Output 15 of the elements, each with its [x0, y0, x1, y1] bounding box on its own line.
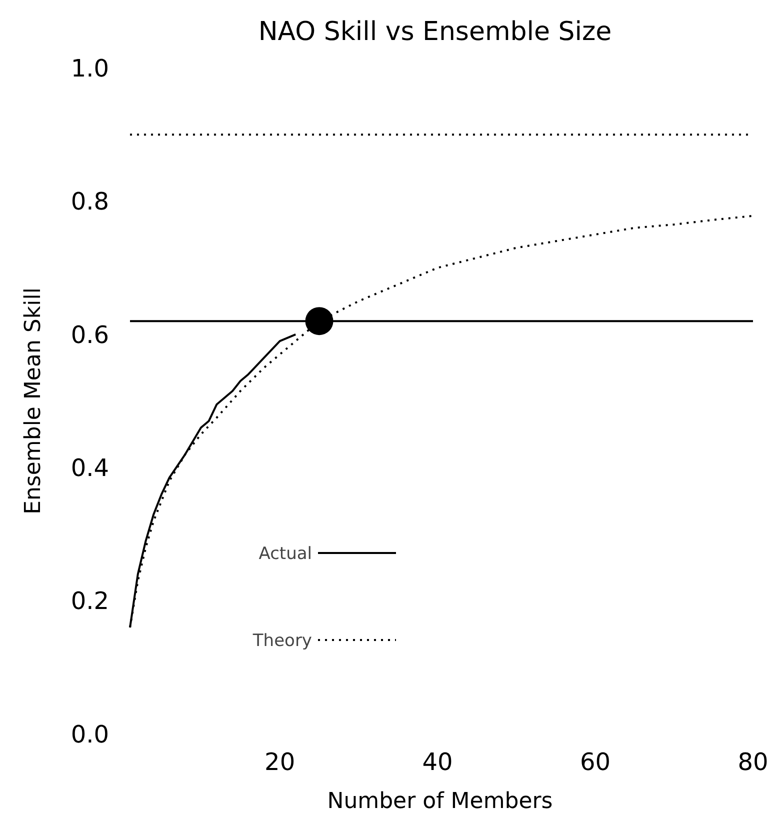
- legend-label: Actual: [258, 544, 312, 564]
- y-tick-label: 0.4: [70, 454, 110, 482]
- x-tick-label: 60: [580, 748, 611, 776]
- x-axis-title: Number of Members: [327, 789, 553, 814]
- y-tick-label: 0.8: [70, 188, 110, 216]
- y-tick-label: 0.2: [70, 587, 110, 616]
- y-tick-label: 0.6: [70, 320, 110, 349]
- x-tick-label: 20: [264, 748, 296, 776]
- y-axis-title: Ensemble Mean Skill: [21, 288, 46, 514]
- chart-title: NAO Skill vs Ensemble Size: [258, 17, 612, 47]
- y-tick-label: 1.0: [70, 54, 110, 82]
- legend-label: Theory: [252, 630, 312, 651]
- x-tick-label: 80: [738, 748, 768, 776]
- x-tick-label: 40: [422, 748, 453, 776]
- y-tick-label: 0.0: [70, 720, 110, 748]
